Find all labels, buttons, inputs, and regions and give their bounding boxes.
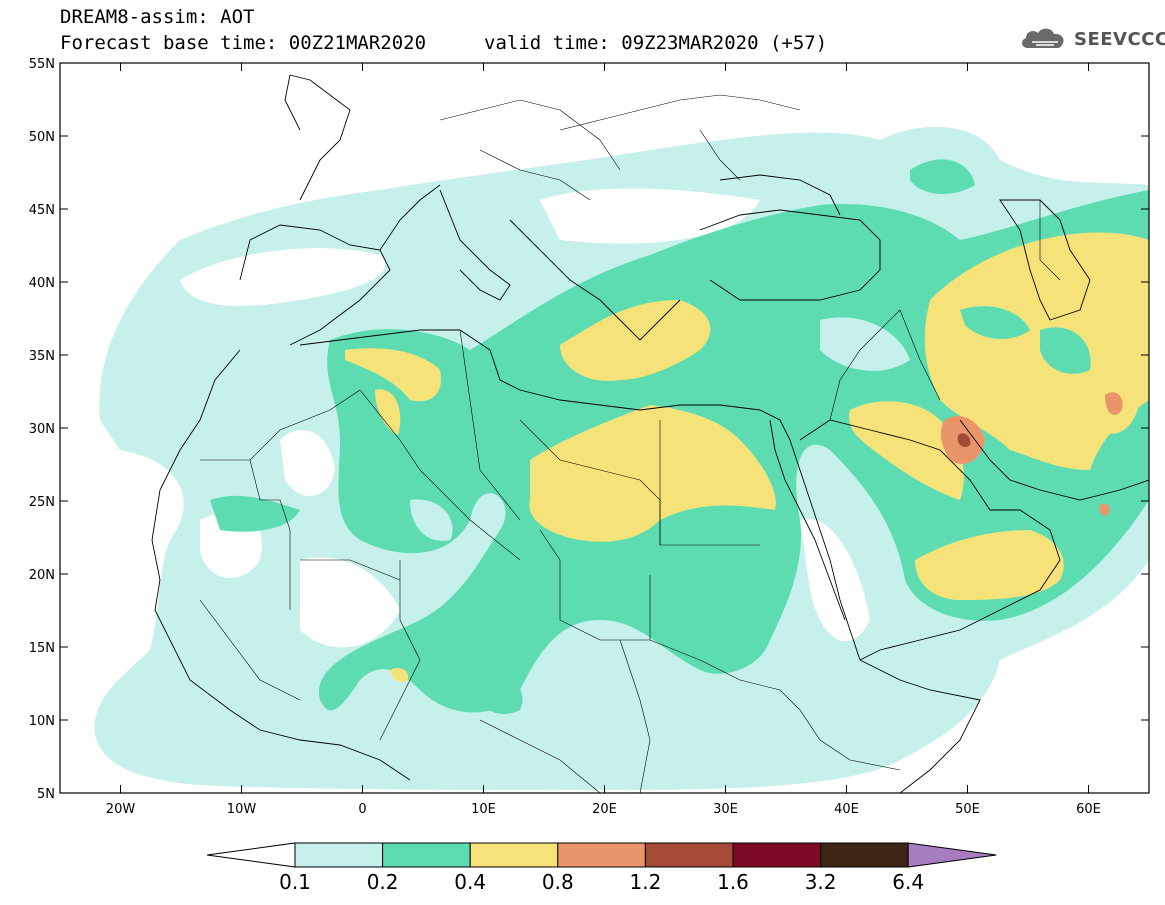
lon-label: 20W — [106, 802, 136, 817]
lon-label: 60E — [1076, 802, 1101, 817]
colorbar-label: 1.6 — [717, 870, 749, 894]
aot-inner-green — [960, 306, 1091, 374]
lon-label: 0 — [358, 802, 366, 817]
lat-label: 45N — [29, 203, 55, 218]
colorbar-label: 0.8 — [542, 870, 574, 894]
lon-label: 10W — [227, 802, 257, 817]
lat-label: 40N — [29, 276, 55, 291]
logo-text: SEEVCCC — [1074, 28, 1165, 50]
colorbar-label: 3.2 — [805, 870, 837, 894]
latitude-axis: 55N 50N 45N 40N 35N 30N 25N 20N 15N 10N 5N — [29, 57, 1149, 802]
lat-label: 55N — [29, 57, 55, 72]
colorbar-segment — [469, 842, 559, 868]
colorbar-label: 1.2 — [629, 870, 661, 894]
longitude-axis: 20W 10W 0 10E 20E 30E 40E 50E 60E — [106, 63, 1101, 817]
lat-label: 10N — [29, 714, 55, 729]
lon-label: 50E — [955, 802, 980, 817]
colorbar-high-arrow — [907, 842, 997, 868]
colorbar-segment — [294, 842, 384, 868]
lon-label: 30E — [713, 802, 738, 817]
colorbar-segment — [557, 842, 646, 868]
lon-label: 40E — [834, 802, 859, 817]
coastlines — [151, 74, 1149, 793]
aot-level-0.4 — [345, 232, 1149, 682]
lat-label: 50N — [29, 130, 55, 145]
colorbar-low-arrow — [206, 842, 296, 868]
aot-field — [94, 74, 1149, 793]
aot-level-1.2 — [957, 433, 971, 447]
colorbar-label: 0.2 — [367, 870, 399, 894]
colorbar-label: 0.4 — [454, 870, 486, 894]
borders — [199, 94, 1061, 793]
colorbar-segment — [382, 842, 471, 868]
title-valid-time: valid time: 09Z23MAR2020 (+57) — [484, 32, 828, 54]
title-model: DREAM8-assim: AOT — [60, 6, 255, 28]
colorbar-segment — [732, 842, 822, 868]
seevccc-logo: SEEVCCC — [1018, 26, 1165, 52]
lat-label: 35N — [29, 349, 55, 364]
lat-label: 20N — [29, 568, 55, 583]
lat-label: 15N — [29, 641, 55, 656]
lon-label: 20E — [592, 802, 617, 817]
lat-label: 30N — [29, 422, 55, 437]
title-base-time: Forecast base time: 00Z21MAR2020 — [60, 32, 427, 54]
colorbar-label: 0.1 — [279, 870, 311, 894]
cloud-icon — [1022, 28, 1064, 48]
lon-label: 10E — [471, 802, 496, 817]
colorbar-segment — [644, 842, 734, 868]
colorbar: 0.1 0.2 0.4 0.8 1.2 1.6 3.2 6.4 — [206, 842, 997, 894]
colorbar-label: 6.4 — [892, 870, 924, 894]
lat-label: 5N — [37, 787, 55, 802]
lat-label: 25N — [29, 495, 55, 510]
colorbar-segment — [820, 842, 909, 868]
